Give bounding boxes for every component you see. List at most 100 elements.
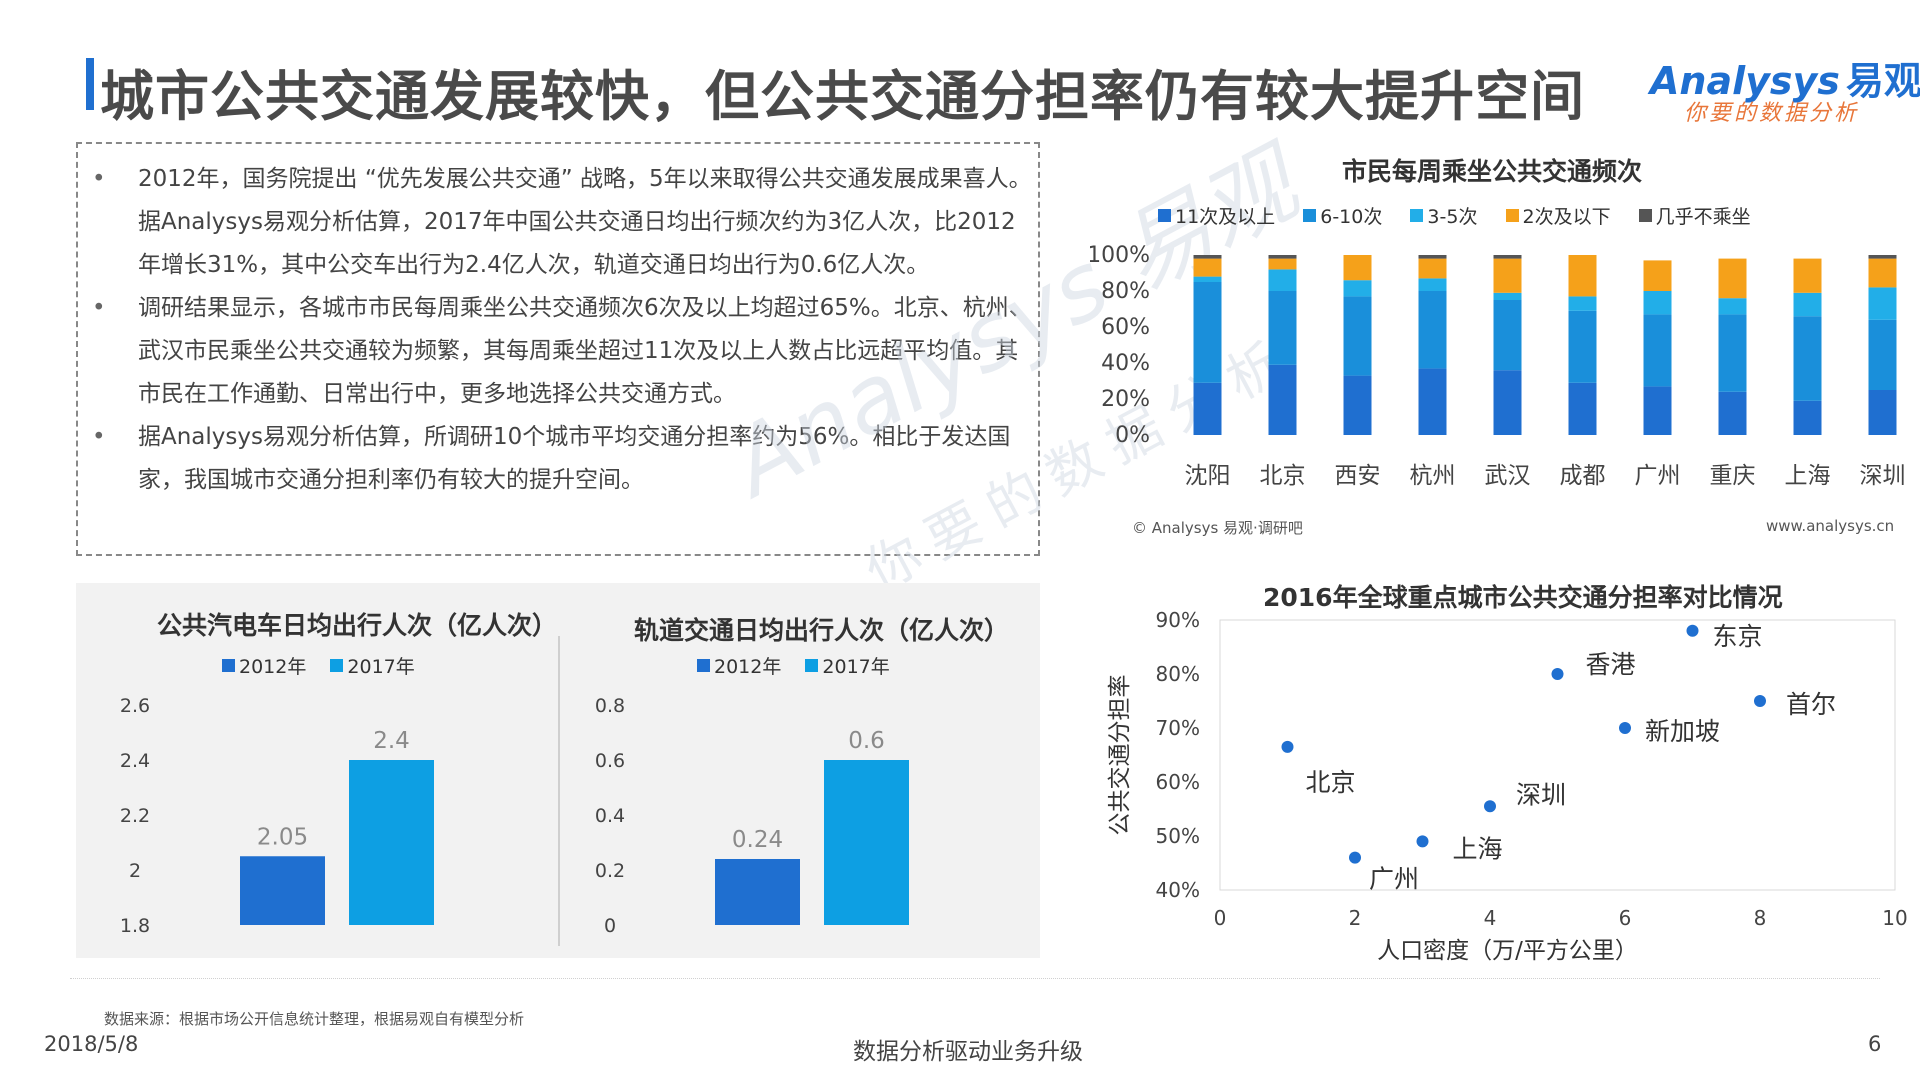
scatter-point: [1754, 695, 1766, 707]
value-label: 2.4: [373, 728, 410, 754]
y-tick-label: 2.4: [120, 750, 150, 772]
x-tick-label: 武汉: [1485, 463, 1531, 489]
legend-item: 几乎不乘坐: [1638, 206, 1751, 228]
y-tick-label: 2.2: [120, 805, 150, 827]
bar-segment: [1643, 314, 1672, 387]
legend-item: 11次及以上: [1158, 206, 1275, 228]
bar: [240, 856, 325, 925]
legend-item: 2012年: [222, 656, 306, 678]
bar-segment: [1568, 310, 1597, 383]
x-tick-label: 沈阳: [1185, 463, 1231, 489]
footer-slogan: 数据分析驱动业务升级: [853, 1039, 1083, 1065]
point-label: 深圳: [1516, 780, 1566, 809]
y-tick-label: 80%: [1156, 662, 1200, 686]
rail-chart-title: 轨道交通日均出行人次（亿人次）: [634, 616, 1010, 645]
legend-item: 2012年: [697, 656, 781, 678]
y-tick-label: 0.4: [595, 805, 625, 827]
x-tick-label: 2: [1349, 906, 1362, 930]
page-title: 城市公共交通发展较快，但公共交通分担率仍有较大提升空间: [100, 65, 1585, 128]
analysys-logo: Analysys 易观: [1650, 50, 1920, 105]
y-tick-label: 0: [604, 915, 616, 937]
bar-segment: [1493, 300, 1522, 371]
x-tick-label: 杭州: [1410, 463, 1456, 489]
bar-segment: [1493, 370, 1522, 435]
bar-segment: [1568, 296, 1597, 311]
bullet-item: 2012年，国务院提出 “优先发展公共交通” 战略，5年以来取得公共交通发展成果…: [92, 158, 1032, 287]
frequency-chart: 100% 80% 60% 40% 20% 0% 沈阳 北京 西安 杭州 武汉 成都 广州 重庆 上海 深圳: [1090, 243, 1906, 489]
y-tick-label: 0.2: [595, 860, 625, 882]
rail-chart: 0.8 0.6 0.4 0.2 0 0.24 0.6: [595, 695, 909, 937]
footer-divider: [70, 978, 1880, 979]
y-tick-label: 2.6: [120, 695, 150, 717]
frequency-chart-title: 市民每周乘坐公共交通频次: [1342, 157, 1643, 186]
footer-date: 2018/5/8: [44, 1032, 139, 1056]
legend-swatch: [1158, 209, 1171, 222]
bar-segment: [1868, 255, 1897, 259]
bullet-list: 2012年，国务院提出 “优先发展公共交通” 战略，5年以来取得公共交通发展成果…: [92, 158, 1032, 502]
scatter-point: [1484, 800, 1496, 813]
x-tick-label: 北京: [1260, 463, 1306, 489]
scatter-point: [1416, 835, 1429, 848]
bar-segment: [1193, 276, 1222, 282]
point-label: 首尔: [1786, 690, 1836, 719]
bar-segment: [1718, 298, 1747, 315]
y-tick-label: 80%: [1101, 279, 1150, 304]
bar: [715, 859, 800, 925]
bar-segment: [1418, 291, 1447, 369]
bar-segment: [1868, 287, 1897, 320]
scatter-point: [1349, 851, 1361, 864]
y-tick-label: 20%: [1101, 387, 1150, 412]
bar-segment: [1193, 258, 1222, 277]
bar-segment: [1868, 258, 1897, 288]
y-tick-label: 2: [129, 860, 141, 882]
bar-segment: [1793, 400, 1822, 435]
y-tick-label: 60%: [1101, 315, 1150, 340]
page-number: 6: [1868, 1032, 1882, 1056]
legend-swatch: [1303, 209, 1317, 222]
bar-segment: [1643, 291, 1672, 315]
data-source: 数据来源：根据市场公开信息统计整理，根据易观自有模型分析: [104, 1010, 525, 1028]
y-tick-label: 40%: [1156, 878, 1200, 902]
bar-segment: [1343, 375, 1372, 435]
legend-swatch: [1410, 209, 1424, 222]
rail-legend: 2012年 2017年: [697, 652, 890, 679]
bar-segment: [1418, 368, 1447, 435]
x-tick-label: 广州: [1635, 463, 1681, 489]
scatter-chart-title: 2016年全球重点城市公共交通分担率对比情况: [1263, 583, 1783, 612]
y-tick-label: 100%: [1090, 243, 1150, 268]
bar-segment: [1868, 390, 1897, 435]
bar-segment: [1718, 391, 1747, 435]
legend-swatch: [805, 659, 819, 672]
point-label: 新加坡: [1645, 717, 1720, 746]
bar-segment: [1793, 292, 1822, 317]
x-tick-label: 10: [1882, 906, 1907, 930]
x-tick-label: 成都: [1560, 463, 1606, 489]
bar-segment: [1568, 382, 1597, 435]
bus-chart-title: 公共汽电车日均出行人次（亿人次）: [157, 611, 558, 640]
bar-segment: [1343, 296, 1372, 376]
x-tick-label: 4: [1484, 906, 1497, 930]
point-label: 上海: [1453, 834, 1503, 863]
x-tick-label: 西安: [1335, 463, 1381, 489]
bar-segment: [1868, 319, 1897, 390]
x-tick-label: 重庆: [1710, 463, 1756, 489]
legend-swatch: [697, 659, 710, 672]
bullet-item: 据Analysys易观分析估算，所调研10个城市平均交通分担率约为56%。相比于…: [92, 416, 1032, 502]
scatter-point: [1281, 740, 1294, 753]
legend-item: 2次及以下: [1505, 206, 1611, 228]
bullet-item: 调研结果显示，各城市市民每周乘坐公共交通频次6次及以上均超过65%。北京、杭州、…: [92, 287, 1032, 416]
legend-item: 2017年: [805, 656, 890, 678]
logo-brand-text: Analysys: [1650, 59, 1840, 103]
legend-swatch: [222, 659, 235, 672]
bar-segment: [1568, 255, 1597, 297]
y-tick-label: 90%: [1156, 608, 1200, 632]
bar-segment: [1718, 258, 1747, 299]
y-tick-label: 1.8: [120, 915, 150, 937]
bus-chart: 2.6 2.4 2.2 2 1.8 2.05 2.4: [120, 695, 434, 937]
y-axis-title: 公共交通分担率: [1107, 675, 1133, 836]
frequency-source: © Analysys 易观·调研吧: [1132, 519, 1303, 537]
value-label: 2.05: [257, 824, 308, 850]
legend-swatch: [330, 659, 344, 672]
point-label: 东京: [1713, 622, 1763, 651]
